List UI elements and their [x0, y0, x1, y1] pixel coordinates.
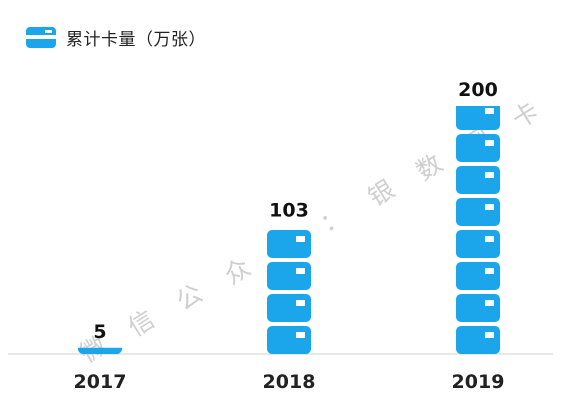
x-tick-label: 2019 — [452, 371, 505, 393]
bar — [267, 230, 311, 354]
data-label: 103 — [269, 199, 309, 221]
x-tick-label: 2018 — [263, 371, 316, 393]
legend-label: 累计卡量（万张） — [66, 30, 206, 50]
data-label: 200 — [458, 79, 498, 101]
bar — [456, 106, 500, 354]
bar — [78, 347, 122, 354]
x-tick-label: 2017 — [74, 371, 127, 393]
data-label: 5 — [93, 321, 106, 343]
legend: 累计卡量（万张） — [26, 25, 206, 50]
card-icon — [26, 27, 56, 48]
